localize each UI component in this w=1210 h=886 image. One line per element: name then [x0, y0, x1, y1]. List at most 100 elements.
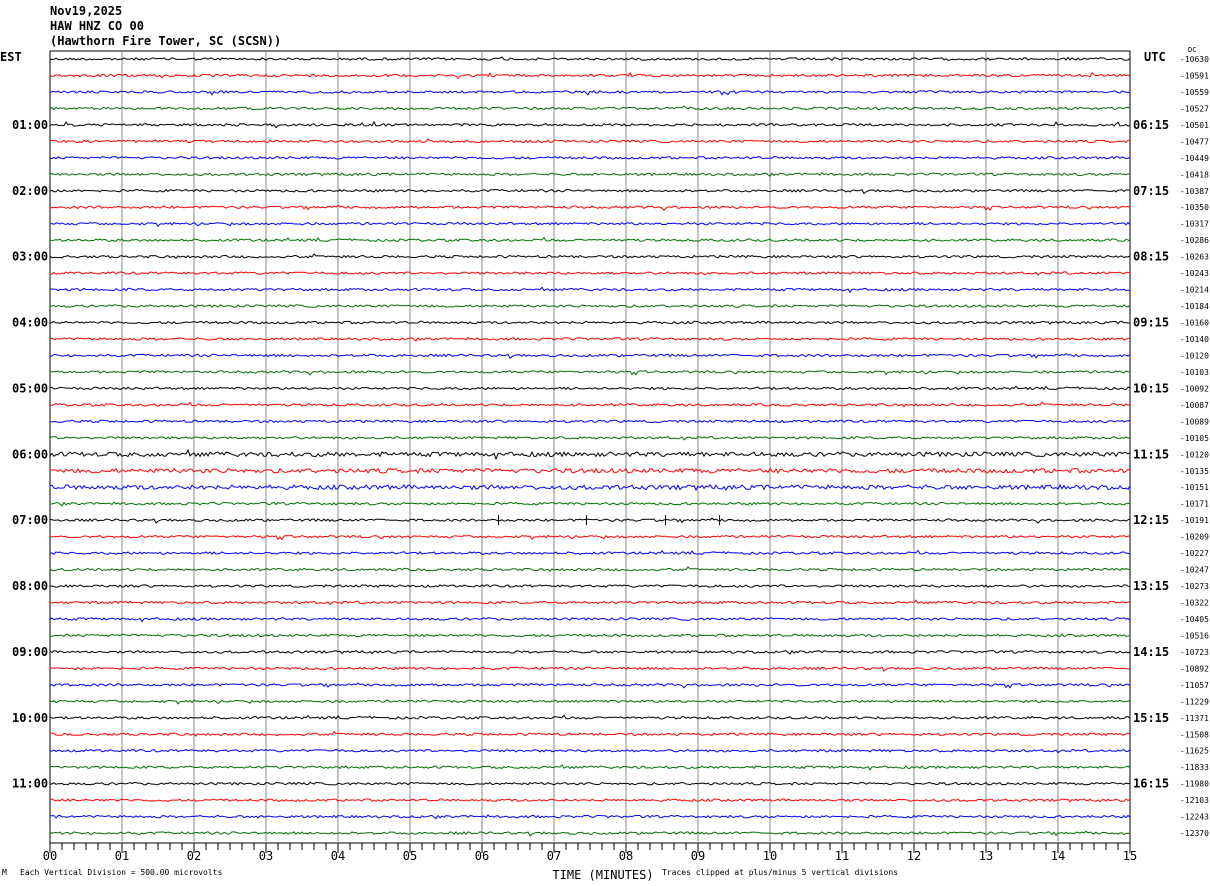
- est-hour-label: 11:00: [12, 777, 48, 791]
- dc-offset-label: -10171: [1180, 500, 1209, 509]
- trace-line: [49, 336, 1131, 342]
- utc-hour-label: 11:15: [1133, 447, 1169, 461]
- dc-offset-label: -11625: [1180, 747, 1209, 756]
- utc-hour-label: 07:15: [1133, 184, 1169, 198]
- trace-line: [49, 448, 1131, 461]
- trace-line: [49, 155, 1131, 160]
- est-hour-label: 08:00: [12, 579, 48, 593]
- trace-line: [49, 714, 1131, 720]
- dc-offset-label: -11833: [1180, 763, 1209, 772]
- trace-line: [49, 90, 1131, 96]
- trace-line: [49, 401, 1131, 408]
- trace-line: [49, 120, 1131, 129]
- scale-note: Each Vertical Division = 500.00 microvol…: [20, 868, 223, 877]
- est-hour-label: 07:00: [12, 513, 48, 527]
- trace-line: [49, 517, 1131, 524]
- trace-line: [49, 483, 1131, 492]
- dc-offset-label: -10184: [1180, 302, 1209, 311]
- trace-line: [49, 221, 1131, 228]
- trace-line: [49, 781, 1131, 786]
- dc-offset-label: -10209: [1180, 533, 1209, 542]
- dc-offset-label: -10273: [1180, 582, 1209, 591]
- x-tick-label: 11: [835, 849, 849, 863]
- dc-offset-label: -11508: [1180, 730, 1209, 739]
- plot-frame: [49, 50, 1131, 844]
- est-axis-title: EST: [0, 50, 22, 64]
- dc-offset-label: -10322: [1180, 599, 1209, 608]
- x-tick-label: 08: [619, 849, 633, 863]
- est-hour-label: 03:00: [12, 250, 48, 264]
- dc-offset-label: -10286: [1180, 236, 1209, 245]
- est-hour-label: 10:00: [12, 711, 48, 725]
- dc-offset-label: -10630: [1180, 55, 1209, 64]
- utc-hour-label: 06:15: [1133, 118, 1169, 132]
- dc-offset-label: -10591: [1180, 71, 1209, 80]
- trace-line: [49, 320, 1131, 325]
- x-tick-label: 00: [43, 849, 57, 863]
- trace-line: [49, 419, 1131, 424]
- utc-hour-label: 09:15: [1133, 316, 1169, 330]
- trace-line: [49, 748, 1131, 754]
- x-axis-label: TIME (MINUTES): [552, 868, 653, 882]
- trace-line: [49, 666, 1130, 672]
- x-tick-label: 14: [1051, 849, 1065, 863]
- dc-offset-label: -10105: [1180, 434, 1209, 443]
- x-tick-label: 09: [691, 849, 705, 863]
- dc-offset-label: -10089: [1180, 417, 1209, 426]
- dc-offset-label: -10516: [1180, 631, 1209, 640]
- dc-offset-label: -10317: [1180, 220, 1209, 229]
- dc-offset-label: -10092: [1180, 384, 1209, 393]
- x-tick-label: 01: [115, 849, 129, 863]
- trace-line: [49, 370, 1131, 376]
- dc-offset-label: -10140: [1180, 335, 1209, 344]
- dc-offset-label: -10527: [1180, 104, 1209, 113]
- dc-offset-label: -12103: [1180, 796, 1209, 805]
- dc-offset-label: -10247: [1180, 566, 1209, 575]
- trace-line: [49, 286, 1131, 294]
- station-label: (Hawthorn Fire Tower, SC (SCSN)): [50, 34, 282, 48]
- x-tick-label: 13: [979, 849, 993, 863]
- est-hour-label: 02:00: [12, 184, 48, 198]
- x-tick-label: 10: [763, 849, 777, 863]
- utc-hour-label: 14:15: [1133, 645, 1169, 659]
- dc-offset-label: -12370: [1180, 829, 1209, 838]
- dc-offset-label: -10892: [1180, 664, 1209, 673]
- trace-line: [49, 253, 1131, 260]
- dc-title: DC: [1188, 46, 1196, 54]
- dc-offset-label: -11057: [1180, 681, 1209, 690]
- trace-line: [49, 534, 1131, 541]
- trace-line: [49, 501, 1131, 507]
- trace-line: [49, 271, 1131, 276]
- trace-line: [49, 304, 1131, 308]
- x-tick-label: 06: [475, 849, 489, 863]
- dc-offset-label: -10405: [1180, 615, 1209, 624]
- trace-line: [49, 138, 1130, 144]
- dc-offset-label: -10477: [1180, 137, 1209, 146]
- trace-line: [49, 584, 1131, 588]
- dc-offset-label: -10559: [1180, 88, 1209, 97]
- x-tick-label: 02: [187, 849, 201, 863]
- dc-offset-label: -11229: [1180, 697, 1209, 706]
- trace-line: [49, 566, 1131, 573]
- trace-line: [49, 764, 1131, 771]
- trace-line: [49, 105, 1131, 111]
- x-tick-label: 12: [907, 849, 921, 863]
- trace-line: [49, 352, 1131, 359]
- trace-line: [49, 549, 1131, 555]
- trace-line: [49, 814, 1131, 820]
- utc-hour-label: 15:15: [1133, 711, 1169, 725]
- dc-offset-label: -10449: [1180, 154, 1209, 163]
- x-tick-label: 04: [331, 849, 345, 863]
- est-hour-label: 06:00: [12, 447, 48, 461]
- trace-line: [49, 830, 1131, 837]
- trace-line: [49, 467, 1131, 474]
- trace-line: [49, 599, 1131, 606]
- est-hour-label: 05:00: [12, 381, 48, 395]
- corner-mark: M: [2, 868, 7, 877]
- dc-offset-label: -10227: [1180, 549, 1209, 558]
- dc-offset-label: -10214: [1180, 286, 1209, 295]
- trace-line: [49, 798, 1131, 803]
- trace-line: [49, 699, 1131, 705]
- utc-axis-title: UTC: [1144, 50, 1166, 64]
